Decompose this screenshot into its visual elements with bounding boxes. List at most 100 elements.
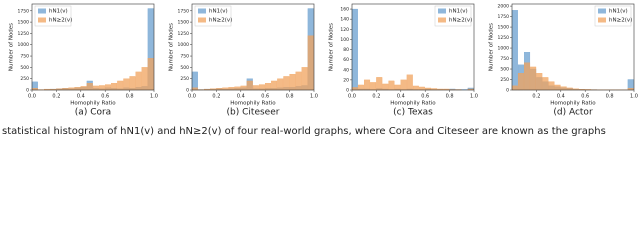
y-axis-label: Number of Nodes	[169, 23, 175, 71]
y-tick-label: 750	[500, 56, 509, 62]
histogram-bar	[295, 71, 302, 91]
histogram-bar	[566, 87, 573, 91]
x-tick-label: 0.0	[188, 94, 196, 100]
histogram-bar	[135, 71, 142, 91]
histogram-bar	[228, 87, 235, 91]
legend-swatch	[38, 17, 46, 23]
y-tick-label: 1750	[18, 8, 30, 14]
legend-label: hN1(v)	[449, 9, 468, 15]
y-tick-label: 1750	[498, 14, 510, 20]
histogram-bar	[406, 74, 413, 91]
histogram-bar	[105, 84, 112, 91]
y-tick-label: 1000	[178, 42, 190, 48]
histogram-bar	[412, 85, 419, 91]
y-tick-label: 40	[343, 67, 349, 73]
legend-swatch	[598, 8, 606, 14]
y-tick-label: 250	[500, 77, 509, 83]
histogram-bar	[357, 84, 364, 91]
histogram-bar	[351, 87, 358, 91]
y-tick-label: 250	[20, 76, 29, 82]
histogram-bar	[364, 79, 371, 91]
subcaption: (b) Citeseer	[227, 108, 280, 118]
x-tick-label: 1.0	[310, 94, 318, 100]
histogram-bar	[240, 85, 247, 91]
legend-label: hN≥2(v)	[49, 18, 72, 24]
x-tick-label: 0.8	[446, 94, 454, 100]
histogram-bar	[191, 71, 198, 91]
legend-swatch	[598, 17, 606, 23]
legend-label: hN1(v)	[209, 9, 228, 15]
histogram-bar	[68, 87, 75, 91]
histogram-bar	[382, 83, 389, 91]
x-tick-label: 0.4	[237, 94, 245, 100]
y-tick-label: 140	[340, 17, 349, 23]
y-tick-label: 1250	[498, 35, 510, 41]
x-tick-label: 0.8	[606, 94, 614, 100]
histogram-bar	[517, 73, 524, 91]
x-axis-label: Homophily Ratio	[230, 101, 276, 107]
legend-label: hN≥2(v)	[449, 18, 472, 24]
histogram-bar	[536, 73, 543, 91]
histogram-bar	[98, 85, 105, 91]
x-tick-label: 0.0	[348, 94, 356, 100]
figure: statistical histogram of hN1(v) and hN≥2…	[2, 3, 638, 137]
x-tick-label: 0.6	[421, 94, 429, 100]
histogram-bar	[301, 67, 308, 91]
x-tick-label: 1.0	[150, 94, 158, 100]
histogram-bar	[111, 83, 118, 91]
plot-frame	[351, 3, 475, 91]
histogram-bar	[222, 87, 229, 91]
y-tick-label: 1250	[18, 31, 30, 37]
x-tick-label: 0.6	[261, 94, 269, 100]
y-axis-label: Number of Nodes	[489, 23, 495, 71]
histogram-bar	[542, 77, 549, 91]
x-tick-label: 0.8	[286, 94, 294, 100]
histogram-bar	[560, 86, 567, 91]
histogram-bar	[141, 67, 148, 91]
x-axis-label: Homophily Ratio	[550, 101, 596, 107]
y-tick-label: 160	[340, 7, 349, 13]
y-tick-label: 500	[180, 65, 189, 71]
y-axis-label: Number of Nodes	[329, 23, 335, 71]
y-tick-label: 500	[500, 67, 509, 73]
x-tick-label: 0.6	[101, 94, 109, 100]
legend-swatch	[438, 8, 446, 14]
subcaption: (a) Cora	[75, 108, 111, 118]
x-tick-label: 1.0	[630, 94, 638, 100]
histogram-bar	[351, 8, 358, 91]
legend-label: hN≥2(v)	[609, 18, 632, 24]
histogram-bar	[265, 83, 272, 91]
histogram-bar	[246, 80, 253, 91]
legend-swatch	[38, 8, 46, 14]
histogram-bar	[117, 80, 124, 91]
y-tick-label: 1500	[498, 25, 510, 31]
histogram-bar	[129, 76, 136, 91]
legend-label: hN1(v)	[609, 9, 628, 15]
histogram-bar	[511, 85, 518, 91]
y-tick-label: 750	[180, 54, 189, 60]
histogram-bar	[147, 58, 154, 91]
subcaption: (d) Actor	[553, 108, 593, 118]
histogram-bar	[191, 87, 198, 91]
y-tick-label: 250	[180, 76, 189, 82]
histogram-bar	[74, 87, 81, 91]
y-tick-label: 0	[186, 88, 189, 94]
histogram-bar	[554, 84, 561, 91]
y-tick-label: 100	[340, 37, 349, 43]
histogram-bar	[258, 84, 265, 91]
plot-frame	[511, 3, 635, 91]
histogram-bar	[283, 76, 290, 91]
y-tick-label: 500	[20, 65, 29, 71]
histogram-bar	[234, 86, 241, 91]
figure-caption: statistical histogram of hN1(v) and hN≥2…	[2, 126, 606, 137]
histogram-bar	[92, 85, 99, 91]
histogram-bar	[511, 10, 518, 91]
x-tick-label: 0.2	[52, 94, 60, 100]
x-tick-label: 0.4	[557, 94, 565, 100]
histogram-bar	[271, 80, 278, 91]
y-tick-label: 1000	[18, 42, 30, 48]
histogram-bar	[376, 77, 383, 91]
y-tick-label: 20	[343, 77, 349, 83]
y-tick-label: 1500	[178, 20, 190, 26]
histogram-bar	[400, 79, 407, 91]
